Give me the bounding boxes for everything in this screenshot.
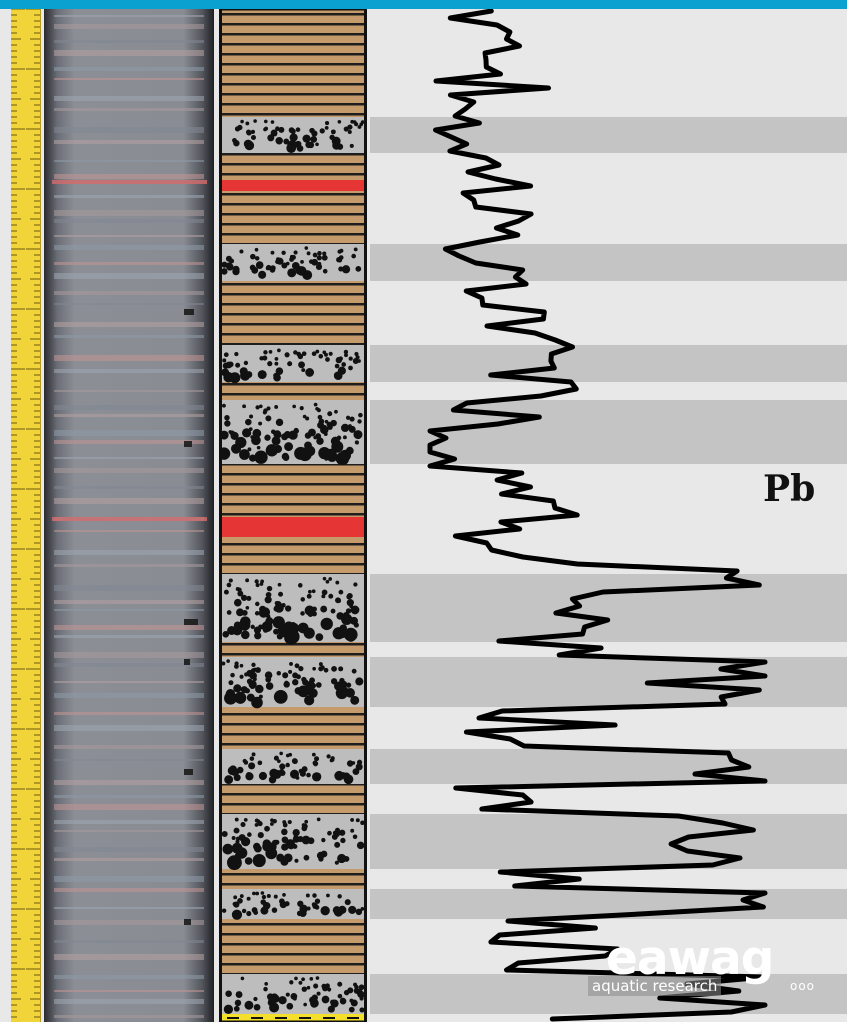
eawag-logo: eawag aquatic research ooo — [586, 935, 842, 1005]
pb-curve-line — [427, 9, 768, 1022]
measuring-tape — [11, 8, 41, 1022]
core-photograph — [44, 9, 214, 1022]
element-label: Pb — [763, 468, 816, 510]
pb-concentration-plot — [370, 9, 847, 1022]
ruler-ticks — [11, 8, 40, 1022]
top-accent-bar — [0, 0, 847, 9]
logo-tagline: aquatic research — [588, 976, 722, 996]
logo-wordmark: eawag — [606, 931, 774, 986]
lithology-log — [219, 9, 367, 1022]
logo-circles-icon: ooo — [790, 979, 816, 993]
